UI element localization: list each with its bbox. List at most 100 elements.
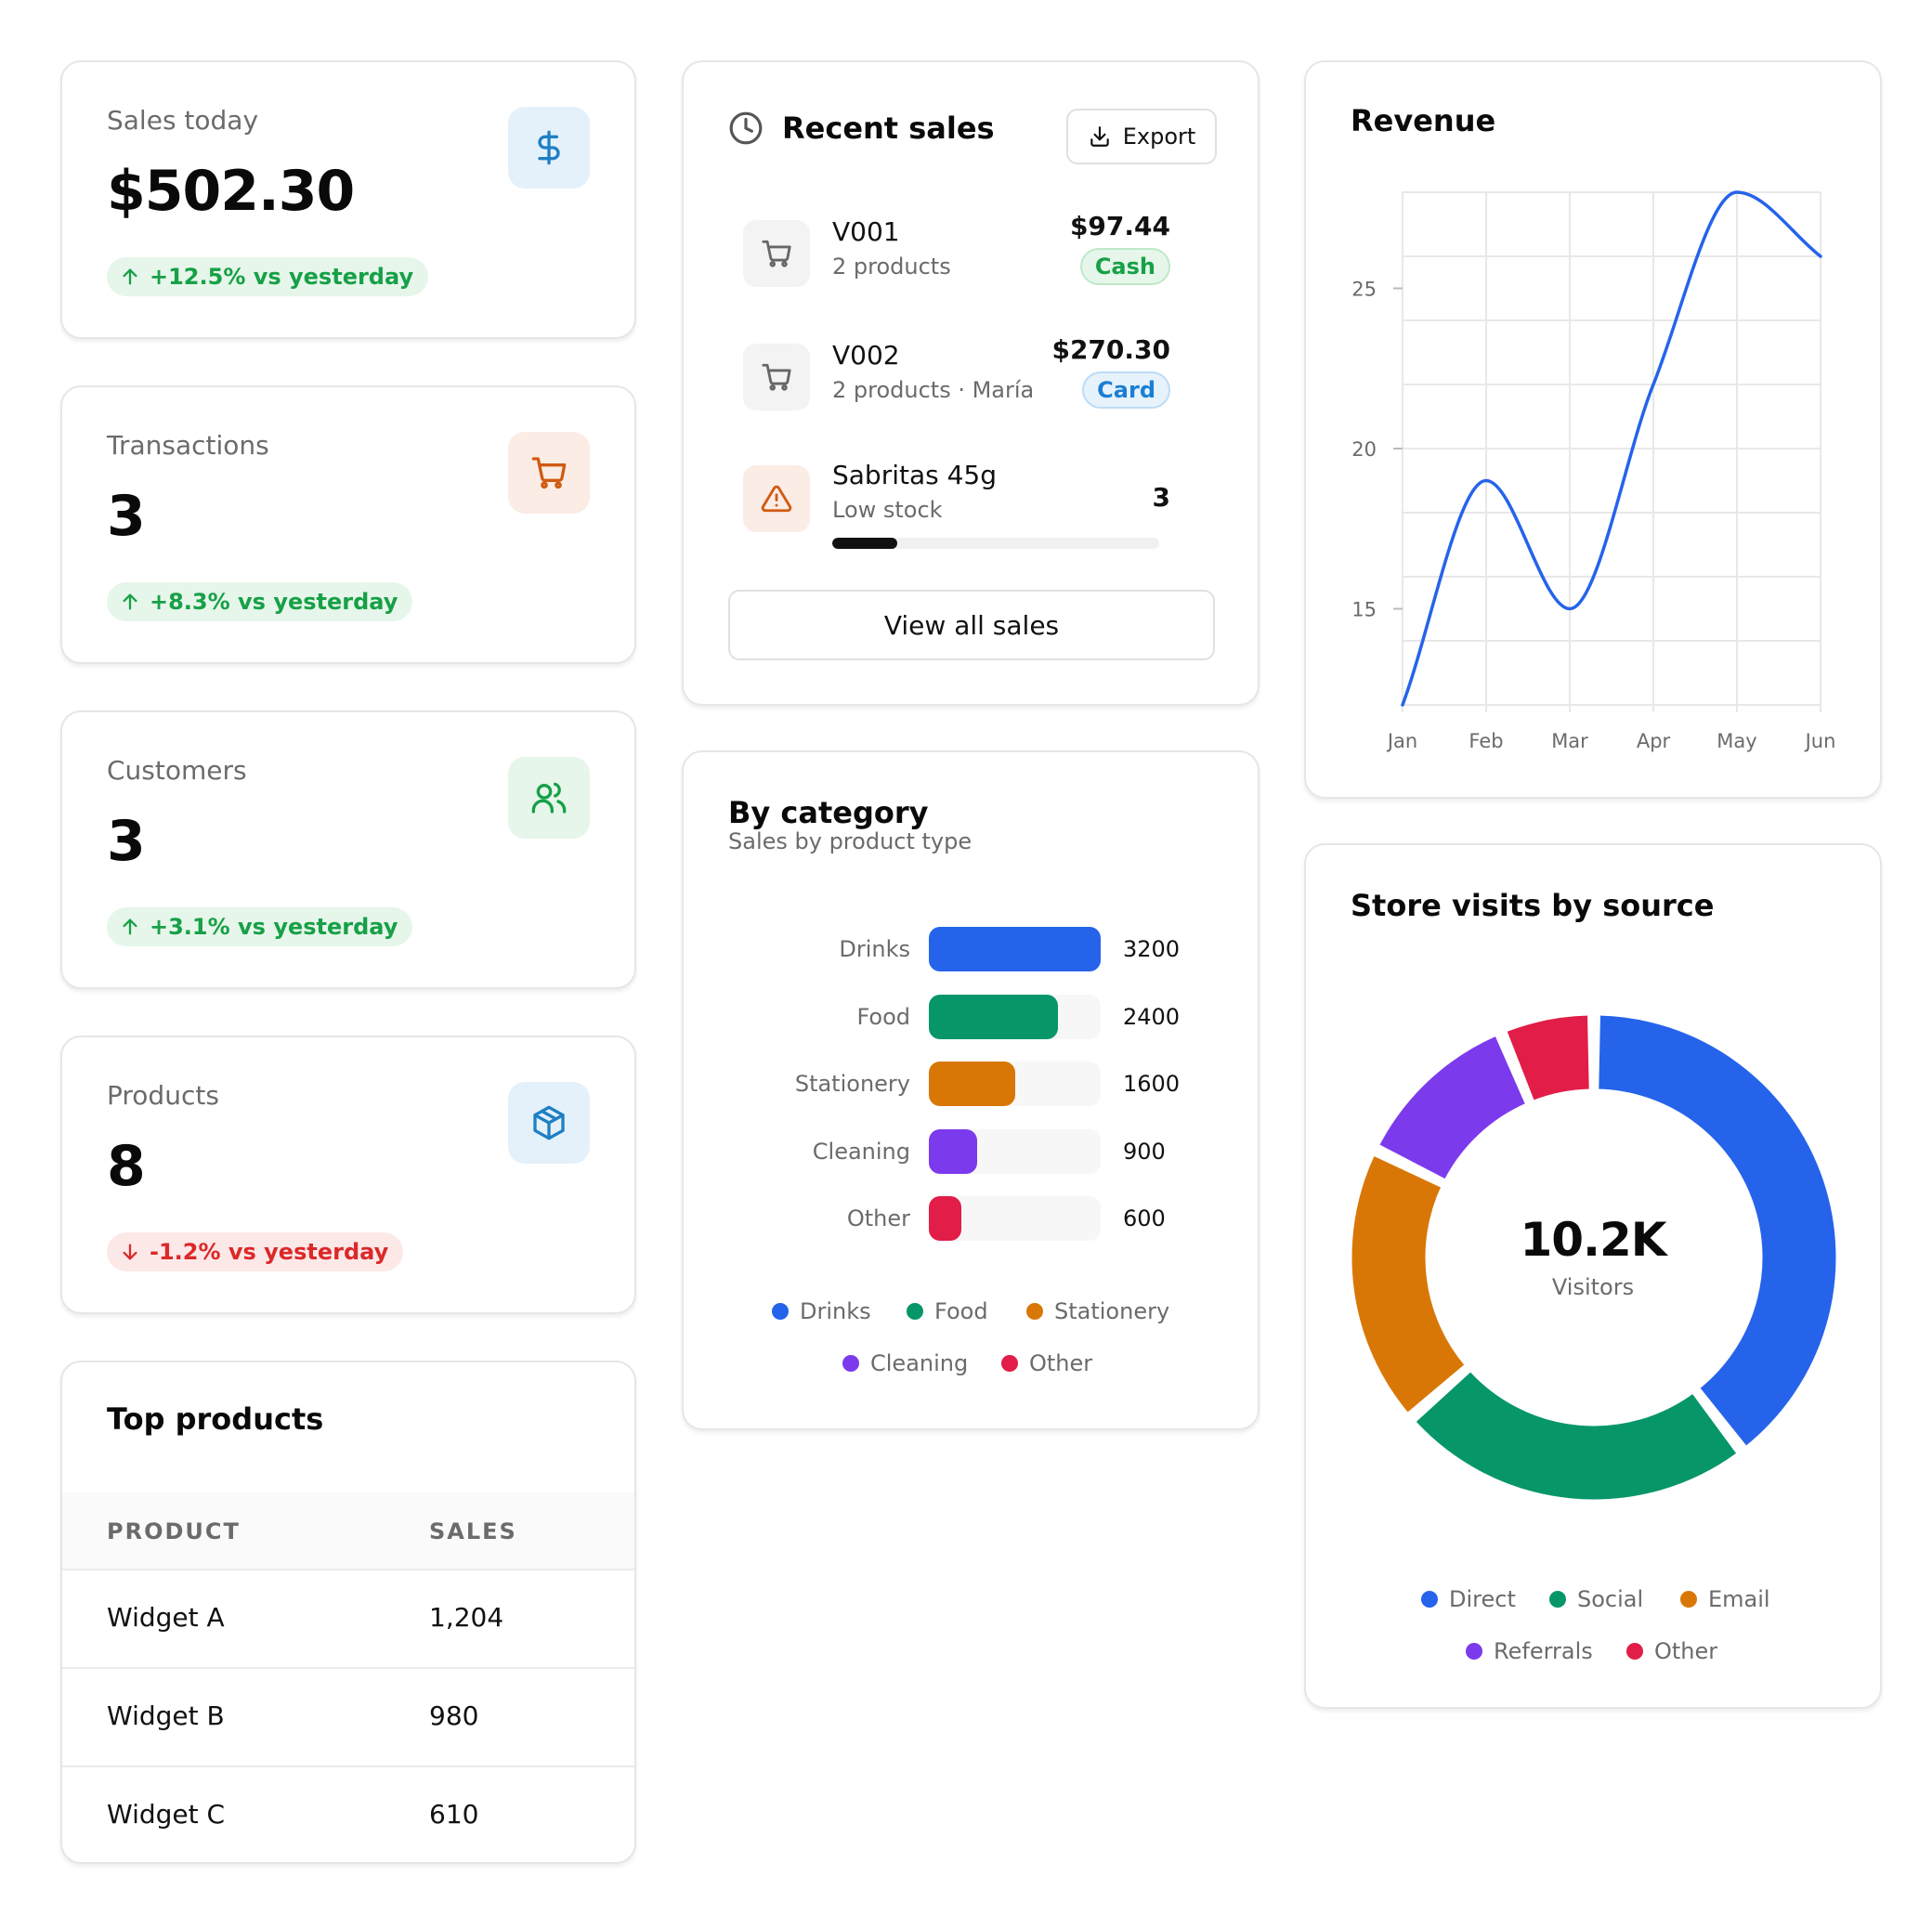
sale-item[interactable]: V001 2 products $97.44 Cash (728, 211, 1183, 313)
column-header-sales[interactable]: SALES (429, 1518, 517, 1544)
category-bar (929, 1062, 1015, 1106)
card-subtitle: Sales by product type (728, 828, 973, 854)
category-value: 900 (1123, 1138, 1166, 1165)
y-tick-label: 25 (1351, 279, 1377, 301)
revenue-card: Revenue 15 20 25 Jan Feb Mar Apr May Jun (1304, 60, 1882, 799)
stat-label: Products (107, 1080, 219, 1111)
stock-progress-fill (832, 538, 898, 549)
recent-sales-card: Recent sales Export V001 2 products $97.… (682, 60, 1260, 706)
legend-dot (1026, 1303, 1043, 1320)
y-tick-label: 20 (1351, 438, 1377, 461)
product-name: Widget C (107, 1799, 226, 1830)
legend-item: Other (1001, 1350, 1092, 1376)
table-row[interactable]: Widget A 1,204 (62, 1570, 634, 1669)
stat-card-products: Products 8 -1.2% vs yesterday (60, 1036, 636, 1314)
alert-count: 3 (1152, 482, 1170, 513)
table-row[interactable]: Widget C 610 (62, 1767, 634, 1862)
legend-label: Other (1029, 1350, 1093, 1376)
stock-progress-bar (832, 538, 1159, 549)
legend-label: Other (1654, 1638, 1718, 1664)
sale-amount: $97.44 (1069, 211, 1170, 241)
legend-dot (1549, 1591, 1566, 1608)
product-sales: 1,204 (429, 1602, 504, 1633)
donut-slice (1504, 1012, 1592, 1103)
donut-slice (1376, 1033, 1529, 1182)
legend-item: Direct (1421, 1586, 1516, 1612)
x-tick-label: Jun (1804, 730, 1836, 752)
legend-item: Email (1680, 1586, 1770, 1612)
category-label: Stationery (794, 1071, 910, 1097)
legend-label: Direct (1449, 1586, 1516, 1612)
category-label: Food (856, 1003, 910, 1030)
legend-dot (1626, 1643, 1643, 1660)
donut-center-value: 10.2K (1520, 1213, 1666, 1267)
legend-dot (842, 1355, 859, 1372)
sale-item[interactable]: V002 2 products · María $270.30 Card (728, 334, 1183, 436)
legend-item: Food (907, 1298, 988, 1324)
arrow-up-icon (123, 918, 137, 935)
legend-label: Stationery (1054, 1298, 1170, 1324)
donut-center-label: Visitors (1551, 1274, 1635, 1300)
card-title: Store visits by source (1351, 888, 1715, 923)
users-icon (508, 757, 590, 839)
category-bar (929, 1196, 961, 1241)
x-tick-label: Apr (1637, 730, 1671, 752)
cart-icon (743, 220, 810, 287)
legend-item: Drinks (772, 1298, 871, 1324)
category-label: Cleaning (812, 1138, 910, 1165)
stat-card-customers: Customers 3 +3.1% vs yesterday (60, 710, 636, 989)
change-text: -1.2% vs yesterday (150, 1239, 389, 1265)
change-pill: +3.1% vs yesterday (107, 907, 413, 946)
category-value: 600 (1123, 1205, 1166, 1231)
y-tick-label: 15 (1351, 599, 1377, 621)
stat-value: 3 (107, 484, 146, 549)
sale-details: 2 products · María (832, 377, 1035, 403)
column-header-product[interactable]: PRODUCT (107, 1518, 241, 1544)
view-all-label: View all sales (883, 609, 1060, 641)
category-bar (929, 927, 1101, 971)
sale-details: 2 products (832, 254, 951, 280)
table-row[interactable]: Widget B 980 (62, 1669, 634, 1767)
box-icon (508, 1082, 590, 1164)
change-text: +3.1% vs yesterday (150, 914, 398, 940)
change-pill: +8.3% vs yesterday (107, 582, 413, 621)
revenue-line-chart: 15 20 25 Jan Feb Mar Apr May Jun (1351, 190, 1836, 752)
x-tick-label: Mar (1551, 730, 1588, 752)
legend-dot (772, 1303, 789, 1320)
card-title: Top products (107, 1401, 324, 1437)
x-tick-label: Jan (1386, 730, 1417, 752)
export-button[interactable]: Export (1066, 109, 1217, 164)
revenue-grid (1402, 191, 1821, 712)
change-text: +12.5% vs yesterday (150, 264, 414, 290)
payment-badge: Cash (1079, 248, 1170, 285)
stat-value: 8 (107, 1134, 146, 1199)
legend-label: Drinks (800, 1298, 871, 1324)
low-stock-alert[interactable]: Sabritas 45g Low stock 3 (728, 450, 1183, 553)
dollar-icon (508, 107, 590, 189)
download-icon (1090, 126, 1109, 147)
card-title: Revenue (1351, 103, 1496, 138)
donut-slice (1413, 1368, 1740, 1503)
legend-dot (1001, 1355, 1018, 1372)
category-value: 1600 (1123, 1071, 1181, 1097)
category-bar (929, 1128, 978, 1174)
legend-item: Referrals (1466, 1638, 1593, 1664)
legend-dot (1680, 1591, 1697, 1608)
legend-label: Referrals (1494, 1638, 1593, 1664)
view-all-sales-button[interactable]: View all sales (728, 590, 1215, 660)
legend-label: Food (934, 1298, 988, 1324)
by-category-card: By category Sales by product type Drinks… (682, 750, 1260, 1430)
stat-value: $502.30 (107, 159, 355, 224)
legend-item: Stationery (1026, 1298, 1169, 1324)
card-title: By category (728, 795, 929, 830)
legend-dot (1421, 1591, 1438, 1608)
change-pill: +12.5% vs yesterday (107, 257, 429, 296)
category-bar-track (929, 927, 1101, 971)
donut-slice (1349, 1153, 1468, 1416)
alert-status: Low stock (832, 497, 943, 523)
product-name: Widget A (107, 1602, 225, 1633)
arrow-down-icon (123, 1244, 137, 1260)
category-label: Drinks (839, 936, 910, 962)
alert-product: Sabritas 45g (832, 460, 998, 490)
category-bar (929, 994, 1058, 1039)
